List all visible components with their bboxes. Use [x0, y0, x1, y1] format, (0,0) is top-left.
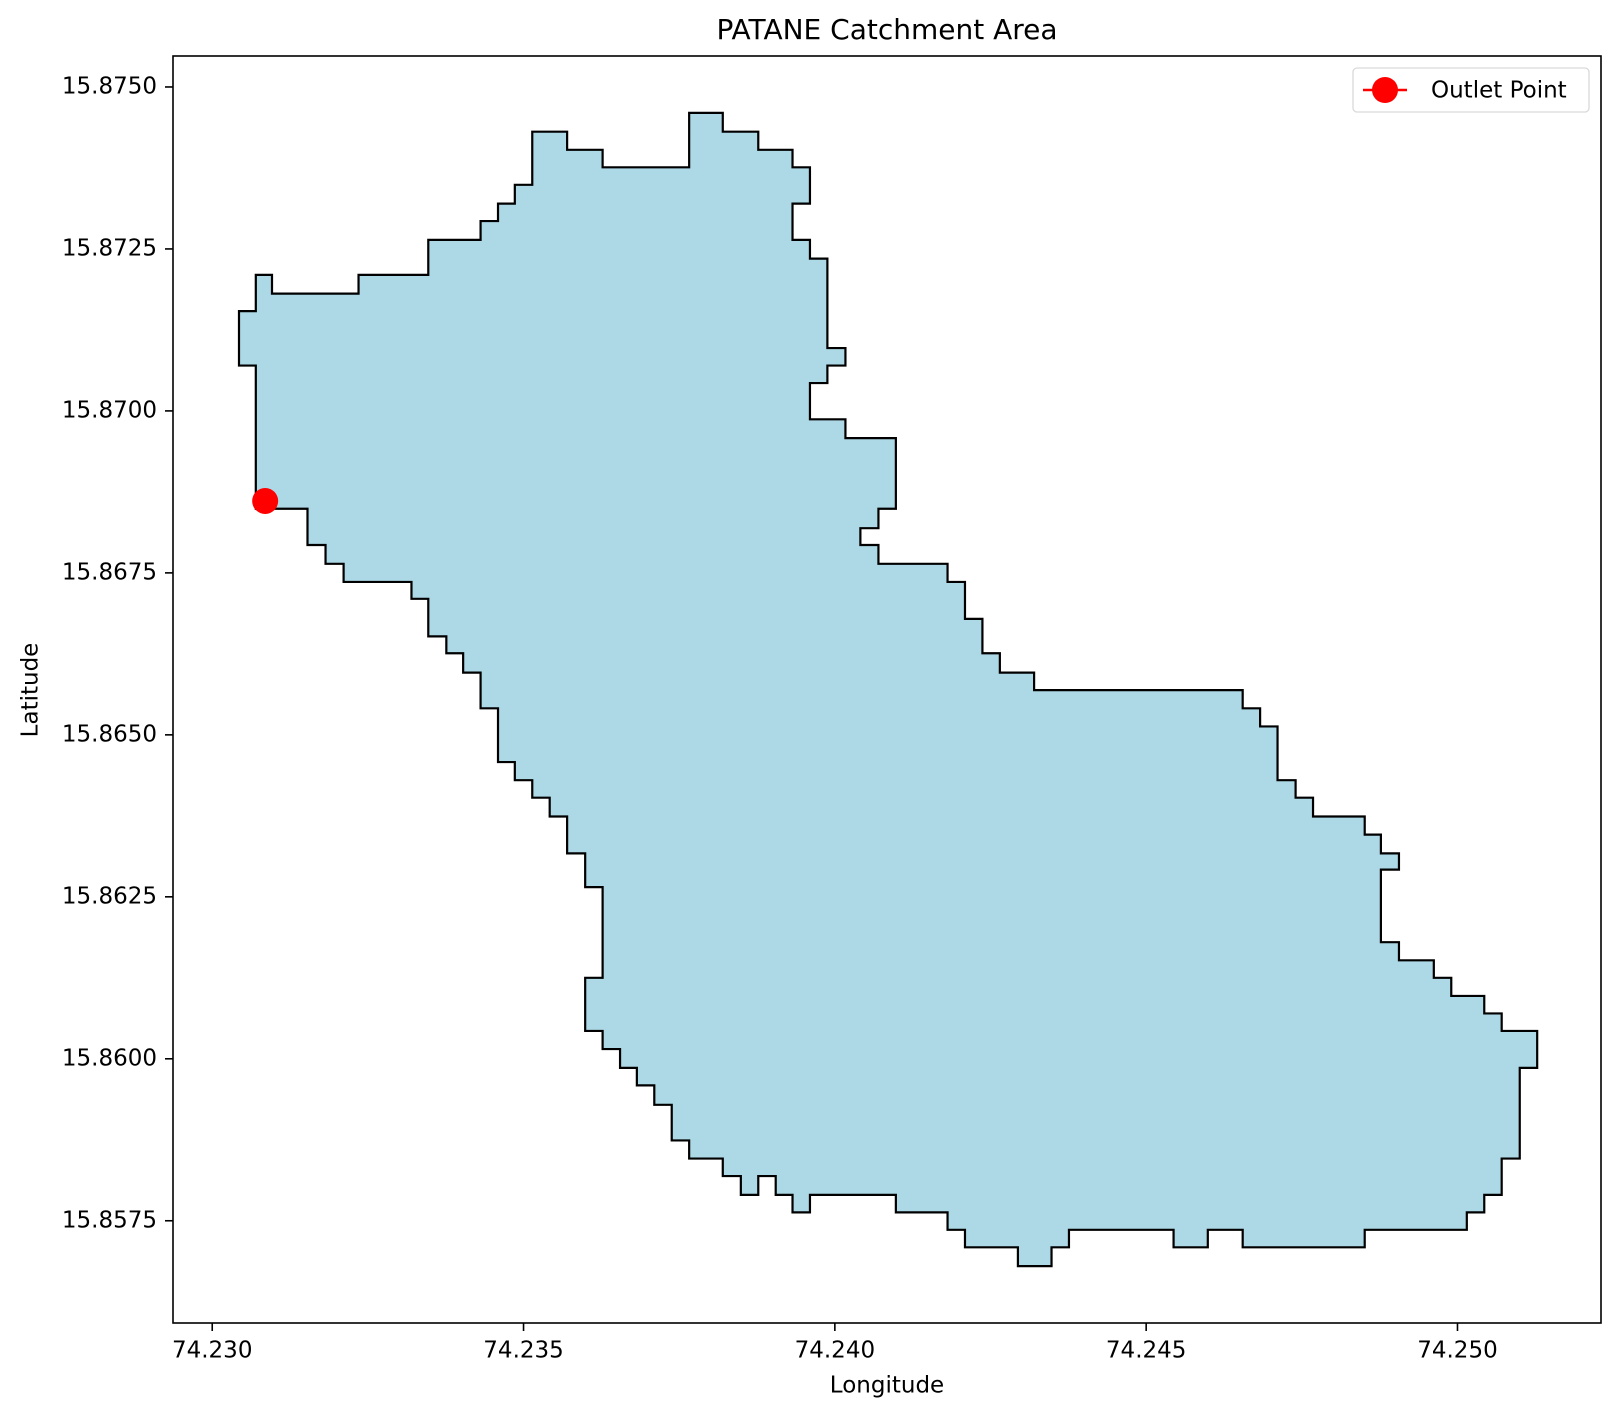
x-tick-label: 74.245 [1106, 1338, 1186, 1364]
x-tick-label: 74.250 [1417, 1338, 1497, 1364]
y-tick-label: 15.8625 [62, 883, 157, 909]
legend-box [1352, 67, 1590, 113]
catchment-polygon [237, 111, 1539, 1268]
y-tick-label: 15.8600 [62, 1045, 157, 1071]
y-tick-label: 15.8725 [62, 235, 157, 261]
y-tick-label: 15.8750 [62, 73, 157, 99]
legend-label: Outlet Point [1431, 78, 1567, 104]
axes-frame [172, 55, 1602, 1324]
chart-title: PATANE Catchment Area [716, 13, 1057, 46]
y-tick-label: 15.8575 [62, 1207, 157, 1233]
y-tick-label: 15.8650 [62, 721, 157, 747]
y-axis-label: Latitude [18, 643, 44, 738]
y-tick-label: 15.8675 [62, 559, 157, 585]
x-axis-label: Longitude [830, 1373, 944, 1399]
outlet-point [252, 487, 279, 514]
y-tick-label: 15.8700 [62, 397, 157, 423]
legend-marker [1372, 77, 1398, 103]
x-tick-label: 74.230 [172, 1338, 252, 1364]
x-tick-label: 74.235 [483, 1338, 563, 1364]
x-tick-label: 74.240 [795, 1338, 875, 1364]
